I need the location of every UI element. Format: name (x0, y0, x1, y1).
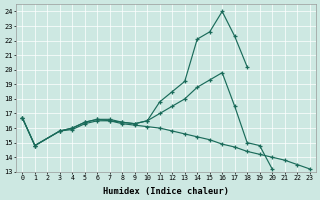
X-axis label: Humidex (Indice chaleur): Humidex (Indice chaleur) (103, 187, 229, 196)
